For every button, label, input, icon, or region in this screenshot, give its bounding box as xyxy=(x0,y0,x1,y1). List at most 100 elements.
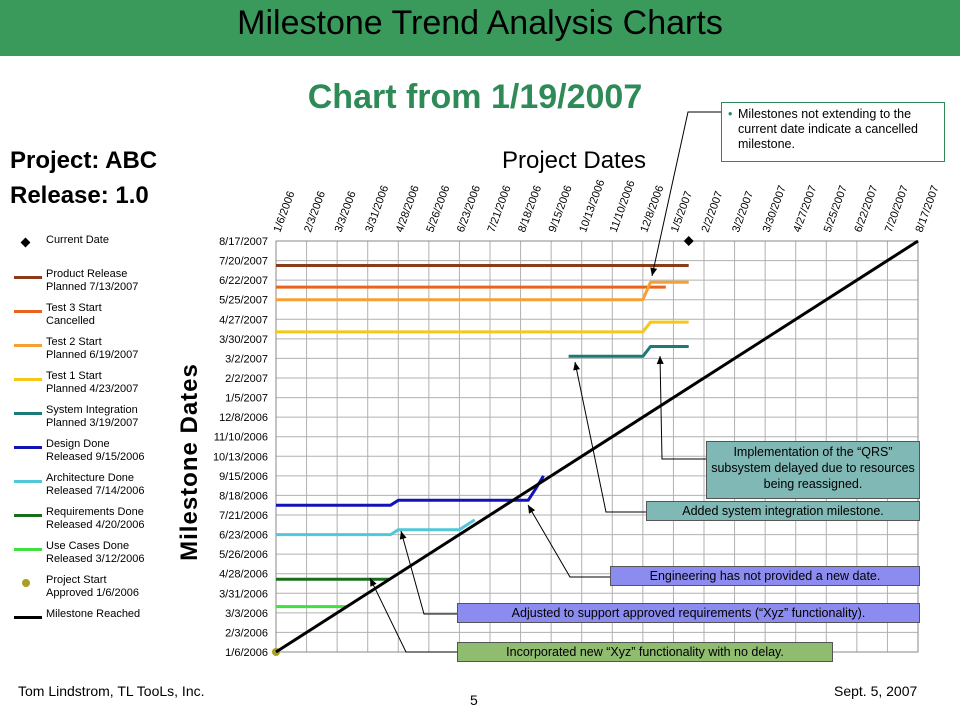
footer-date: Sept. 5, 2007 xyxy=(834,683,918,699)
y-tick-label: 4/28/2006 xyxy=(219,569,268,581)
bullet-icon: • xyxy=(728,107,733,121)
y-tick-label: 4/27/2007 xyxy=(219,314,268,326)
legend-swatch xyxy=(14,344,42,347)
y-tick-label: 5/25/2007 xyxy=(219,295,268,307)
x-tick-label: 1/5/2007 xyxy=(669,190,695,234)
y-tick-label: 6/22/2007 xyxy=(219,275,268,287)
callout-leader xyxy=(369,577,457,653)
arrow-head-icon xyxy=(528,505,536,514)
y-tick-label: 8/18/2006 xyxy=(219,490,268,502)
legend-item: Design Done Released 9/15/2006 xyxy=(10,438,200,468)
circle-icon xyxy=(22,579,30,587)
cancelled-milestone-note: • Milestones not extending to the curren… xyxy=(721,102,945,162)
x-tick-label: 12/8/2006 xyxy=(638,184,666,234)
series-line xyxy=(275,239,919,654)
legend-swatch xyxy=(14,276,42,279)
legend-label: Test 1 Start Planned 4/23/2007 xyxy=(46,370,139,395)
series-line xyxy=(276,280,689,302)
current-date-marker xyxy=(683,236,694,246)
arrow-head-icon xyxy=(656,356,664,365)
legend-swatch xyxy=(14,412,42,415)
legend-swatch xyxy=(14,548,42,551)
legend-item: Project Start Approved 1/6/2006 xyxy=(10,574,200,604)
x-tick-label: 8/17/2007 xyxy=(914,184,942,234)
legend-label: Requirements Done Released 4/20/2006 xyxy=(46,506,145,531)
callout-leader xyxy=(400,530,457,615)
x-tick-label: 3/2/2007 xyxy=(730,190,756,234)
x-tick-label: 4/27/2007 xyxy=(791,184,819,234)
project-label: Project: ABC xyxy=(10,147,158,174)
legend-item: Architecture Done Released 7/14/2006 xyxy=(10,472,200,502)
legend-label: Design Done Released 9/15/2006 xyxy=(46,438,145,463)
arrow-head-icon xyxy=(573,362,580,371)
y-tick-label: 5/26/2006 xyxy=(219,549,268,561)
x-tick-label: 5/26/2006 xyxy=(424,184,452,234)
x-tick-label: 5/25/2007 xyxy=(822,184,850,234)
legend-label: Architecture Done Released 7/14/2006 xyxy=(46,472,145,497)
x-tick-label: 9/15/2006 xyxy=(547,184,575,234)
incorporated-callout: Incorporated new “Xyz” functionality wit… xyxy=(457,642,833,662)
x-tick-label: 6/22/2007 xyxy=(852,184,880,234)
x-tick-label: 6/23/2006 xyxy=(455,184,483,234)
y-tick-label: 11/10/2006 xyxy=(214,432,268,444)
title-bar xyxy=(0,0,960,56)
series-line xyxy=(568,345,689,358)
callout-leader xyxy=(651,111,721,277)
legend-item: System Integration Planned 3/19/2007 xyxy=(10,404,200,434)
x-tick-label: 10/13/2006 xyxy=(577,178,607,234)
legend-label: Product Release Planned 7/13/2007 xyxy=(46,268,139,293)
arrow-head-icon xyxy=(370,578,377,587)
y-tick-label: 1/6/2006 xyxy=(225,647,268,659)
y-tick-label: 8/17/2007 xyxy=(219,236,268,248)
callout-leader xyxy=(659,355,706,460)
series-line xyxy=(276,320,689,334)
chart-heading: Chart from 1/19/2007 xyxy=(307,78,643,116)
legend-label: Project Start Approved 1/6/2006 xyxy=(46,574,139,599)
legend-swatch xyxy=(14,446,42,449)
legend-label: System Integration Planned 3/19/2007 xyxy=(46,404,139,429)
legend-item: Milestone Reached xyxy=(10,608,200,638)
callout-leader xyxy=(574,361,646,513)
legend-item: Requirements Done Released 4/20/2006 xyxy=(10,506,200,536)
callout-leader xyxy=(527,504,610,578)
legend-label: Current Date xyxy=(46,234,109,246)
legend-swatch xyxy=(14,480,42,483)
legend-label: Test 3 Start Cancelled xyxy=(46,302,102,327)
y-tick-label: 12/8/2006 xyxy=(219,412,268,424)
y-tick-label: 9/15/2006 xyxy=(219,471,268,483)
legend-swatch xyxy=(14,378,42,381)
y-tick-label: 3/30/2007 xyxy=(219,334,268,346)
legend-label: Milestone Reached xyxy=(46,608,141,620)
legend-label: Use Cases Done Released 3/12/2006 xyxy=(46,540,145,565)
x-tick-label: 2/2/2007 xyxy=(700,190,726,234)
release-label: Release: 1.0 xyxy=(10,182,149,209)
x-tick-label: 1/6/2006 xyxy=(272,190,298,234)
x-tick-label: 3/3/2006 xyxy=(333,190,359,234)
y-tick-label: 3/31/2006 xyxy=(219,588,268,600)
y-tick-label: 1/5/2007 xyxy=(225,393,268,405)
legend-item: Test 2 Start Planned 6/19/2007 xyxy=(10,336,200,366)
x-axis-title: Project Dates xyxy=(502,147,647,174)
page-number: 5 xyxy=(470,692,478,708)
x-tick-label: 8/18/2006 xyxy=(516,184,544,234)
y-tick-label: 7/20/2007 xyxy=(219,256,268,268)
x-tick-label: 4/28/2006 xyxy=(394,184,422,234)
y-tick-label: 2/3/2006 xyxy=(225,627,268,639)
y-tick-label: 3/3/2006 xyxy=(225,608,268,620)
legend-swatch xyxy=(14,616,42,619)
legend-item: Test 1 Start Planned 4/23/2007 xyxy=(10,370,200,400)
system-integration-callout: Added system integration milestone. xyxy=(646,501,920,521)
x-tick-label: 2/3/2006 xyxy=(302,190,328,234)
arrow-head-icon xyxy=(399,531,407,540)
legend-item: Product Release Planned 7/13/2007 xyxy=(10,268,200,298)
engineering-callout: Engineering has not provided a new date. xyxy=(610,566,920,586)
legend-item: Use Cases Done Released 3/12/2006 xyxy=(10,540,200,570)
x-tick-label: 11/10/2006 xyxy=(608,179,638,234)
page-title: Milestone Trend Analysis Charts xyxy=(237,4,723,42)
qrs-callout: Implementation of the “QRS” subsystem de… xyxy=(706,441,920,499)
x-tick-label: 7/21/2006 xyxy=(486,184,514,234)
x-tick-label: 7/20/2007 xyxy=(883,184,911,234)
x-tick-label: 3/31/2006 xyxy=(363,184,391,234)
arrow-head-icon xyxy=(650,267,658,276)
